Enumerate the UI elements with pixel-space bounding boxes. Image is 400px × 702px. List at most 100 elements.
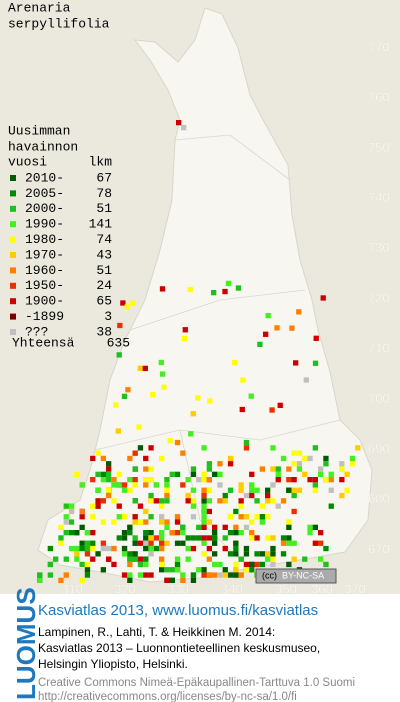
square (313, 335, 319, 341)
square (270, 535, 276, 541)
square (68, 545, 75, 552)
square (201, 492, 207, 499)
square (212, 530, 218, 536)
square (312, 487, 318, 493)
square (233, 508, 239, 515)
square (79, 508, 85, 515)
square (37, 572, 43, 578)
square (84, 561, 91, 568)
square (291, 508, 297, 515)
legend-swatch (10, 236, 16, 243)
square (190, 572, 197, 578)
square (238, 530, 244, 536)
square (132, 477, 138, 483)
square (312, 477, 318, 483)
square (265, 556, 271, 562)
square (116, 535, 122, 541)
square (270, 445, 276, 451)
square (164, 577, 170, 583)
square (164, 540, 170, 546)
square (227, 514, 234, 520)
square (328, 503, 334, 509)
square (339, 461, 345, 467)
square (100, 477, 106, 483)
square (90, 503, 96, 509)
square (201, 514, 207, 520)
square (187, 286, 193, 293)
square (159, 503, 165, 509)
square (143, 455, 149, 462)
square (174, 514, 181, 520)
square (254, 535, 260, 541)
badge-box (255, 568, 337, 584)
square (180, 577, 186, 583)
citation: Helsingin Yliopisto, Helsinki. (38, 657, 188, 671)
square (233, 551, 239, 557)
square (164, 567, 170, 573)
square (95, 498, 101, 504)
region-border (94, 419, 341, 451)
square (164, 477, 170, 483)
northing-label: 730 (368, 240, 390, 255)
square (174, 439, 181, 446)
square (106, 471, 112, 477)
square (164, 492, 170, 499)
legend-count: 74 (96, 232, 112, 247)
square (90, 477, 96, 483)
square (243, 567, 250, 573)
legend-label: 1950- (25, 278, 64, 293)
square (169, 530, 175, 536)
square (233, 572, 239, 578)
legend-count-heading: lkm (89, 154, 113, 169)
square (106, 545, 112, 552)
square (312, 524, 318, 530)
square (201, 503, 207, 509)
square (190, 503, 197, 509)
northing-label: 670 (368, 541, 390, 556)
square (95, 471, 101, 477)
square (185, 545, 191, 552)
square (79, 482, 85, 488)
square (74, 545, 80, 552)
square (90, 455, 96, 462)
legend-swatch (10, 313, 16, 320)
square (254, 561, 260, 568)
square (217, 471, 223, 477)
square (217, 572, 223, 578)
square (190, 466, 197, 472)
square (120, 300, 126, 306)
square (227, 551, 234, 557)
legend-count: 24 (96, 278, 112, 293)
square (127, 524, 133, 530)
legend-swatch (10, 329, 16, 335)
northing-label: 680 (368, 491, 390, 506)
square (296, 450, 303, 456)
legend-count: 3 (104, 309, 112, 324)
square (79, 514, 85, 520)
square (238, 556, 244, 562)
square (286, 519, 292, 525)
square (190, 411, 196, 417)
square (90, 540, 96, 546)
square (181, 335, 188, 342)
square (137, 365, 143, 371)
square (148, 492, 154, 499)
square (121, 487, 128, 493)
legend-swatch (10, 252, 16, 258)
square (286, 535, 292, 541)
square (265, 514, 271, 520)
square (243, 445, 250, 451)
legend-label: 1900- (25, 294, 64, 309)
square (121, 572, 128, 578)
square (257, 341, 263, 348)
square (136, 424, 142, 430)
square (116, 482, 122, 488)
square (100, 567, 106, 573)
square (159, 556, 165, 562)
easting-label: 350 (275, 581, 297, 596)
square (68, 508, 75, 515)
square (227, 455, 234, 462)
square (95, 487, 101, 493)
square (302, 556, 308, 562)
square (132, 466, 138, 472)
